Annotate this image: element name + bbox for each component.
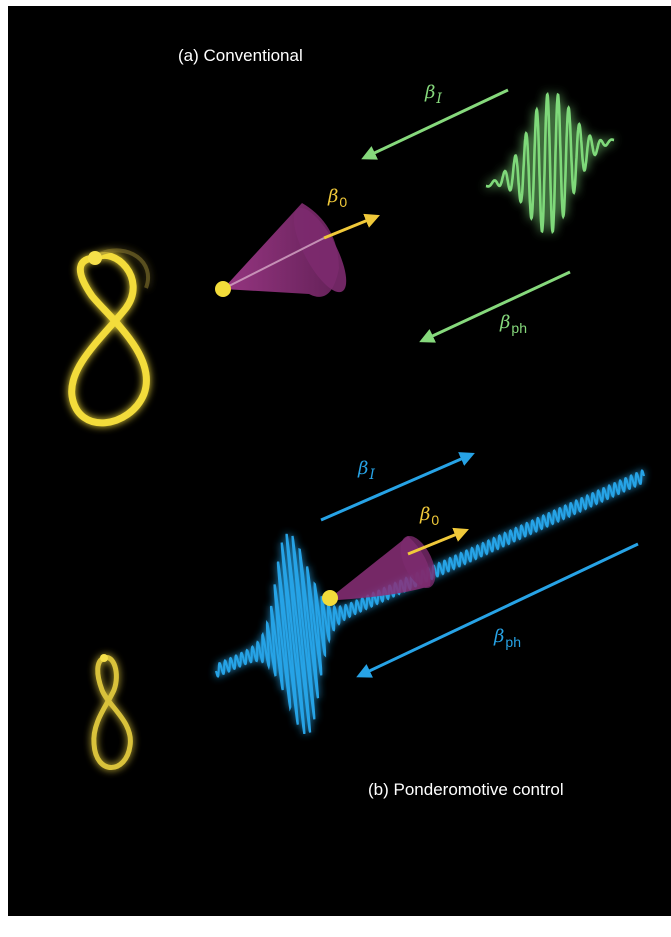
beta0-arrow-b — [407, 527, 469, 556]
beta-I-label-a: βI — [425, 82, 442, 107]
panel-a-label: (a) Conventional — [178, 46, 303, 65]
emission-cone-a — [222, 203, 347, 297]
beta-ph-label-b: βph — [494, 626, 521, 650]
trajectory-head-a — [88, 251, 102, 265]
electron-b — [322, 590, 338, 606]
figure-panel: (a) Conventional (b) Ponderomotive contr… — [8, 6, 671, 916]
beta-0-label-a: β0 — [328, 186, 348, 210]
betaph-arrow-b — [356, 542, 639, 678]
beta-0-label-b: β0 — [420, 504, 440, 528]
figure-artwork — [68, 88, 646, 770]
beta0-arrow-a — [323, 213, 380, 240]
emission-cone-b — [330, 535, 436, 600]
betaph-arrow-a — [419, 270, 571, 343]
beta-I-label-b: βI — [358, 458, 375, 483]
trajectory-head-b — [100, 654, 108, 662]
electron-a — [215, 281, 231, 297]
panel-b-label: (b) Ponderomotive control — [368, 780, 564, 799]
betaI-arrow-a — [361, 88, 509, 160]
laser-pulse-a — [485, 92, 615, 234]
trajectory-figure-eight-b — [91, 655, 133, 770]
trajectory-figure-eight-a — [68, 248, 150, 427]
betaI-arrow-b — [320, 452, 475, 522]
beta-ph-label-a: βph — [500, 312, 527, 336]
